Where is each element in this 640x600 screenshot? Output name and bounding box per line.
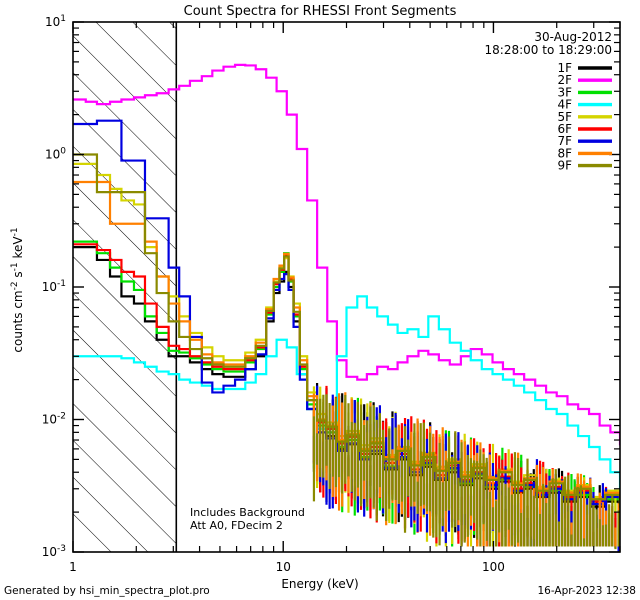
legend-item-5f[interactable]: 5F <box>557 110 612 124</box>
observation-date: 30-Aug-2012 <box>534 30 612 44</box>
plot-axes: 1 10 100 101 100 10-1 10-2 10-3 <box>42 14 621 574</box>
x-tick-label: 10 <box>276 560 291 574</box>
plot-frame <box>72 21 621 553</box>
legend-label: 6F <box>557 122 572 136</box>
footer-left: Generated by hsi_min_spectra_plot.pro <box>4 585 210 597</box>
legend-item-6f[interactable]: 6F <box>557 122 612 136</box>
legend-label: 7F <box>557 134 572 148</box>
legend-item-7f[interactable]: 7F <box>557 134 612 148</box>
legend-item-4f[interactable]: 4F <box>557 98 612 112</box>
legend-label: 2F <box>557 73 572 87</box>
legend-label: 8F <box>557 146 572 160</box>
svg-text:counts cm-2 s-1 keV-1: counts cm-2 s-1 keV-1 <box>10 227 25 352</box>
x-tick-label: 100 <box>482 560 505 574</box>
y-tick-label: 10-1 <box>42 279 66 294</box>
legend-label: 3F <box>557 85 572 99</box>
y-tick-label: 101 <box>45 14 66 29</box>
series-9f <box>73 153 620 550</box>
legend-item-8f[interactable]: 8F <box>557 146 612 160</box>
y-tick-label: 100 <box>45 147 66 162</box>
series-4f <box>73 295 620 490</box>
legend-item-2f[interactable]: 2F <box>557 73 612 87</box>
legend-item-1f[interactable]: 1F <box>557 61 612 75</box>
x-axis-label: Energy (keV) <box>281 577 358 591</box>
observation-interval: 18:28:00 to 18:29:00 <box>485 43 612 57</box>
footer-right: 16-Apr-2023 12:38 <box>537 585 636 597</box>
page-title: Count Spectra for RHESSI Front Segments <box>184 4 457 19</box>
series-2f <box>73 63 620 446</box>
legend-label: 4F <box>557 98 572 112</box>
legend-item-9f[interactable]: 9F <box>557 159 612 173</box>
legend-label: 1F <box>557 61 572 75</box>
y-tick-label: 10-3 <box>42 544 66 559</box>
legend-label: 9F <box>557 159 572 173</box>
y-axis-label: counts cm-2 s-1 keV-1 <box>10 227 25 352</box>
legend-item-3f[interactable]: 3F <box>557 85 612 99</box>
legend-label: 5F <box>557 110 572 124</box>
annotation-line1: Includes Background <box>190 506 305 519</box>
x-tick-label: 1 <box>69 560 77 574</box>
annotation-line2: Att A0, FDecim 2 <box>190 519 283 532</box>
spectra-curves <box>73 63 620 552</box>
y-tick-label: 10-2 <box>42 412 66 427</box>
excluded-band-hatch <box>73 22 178 552</box>
